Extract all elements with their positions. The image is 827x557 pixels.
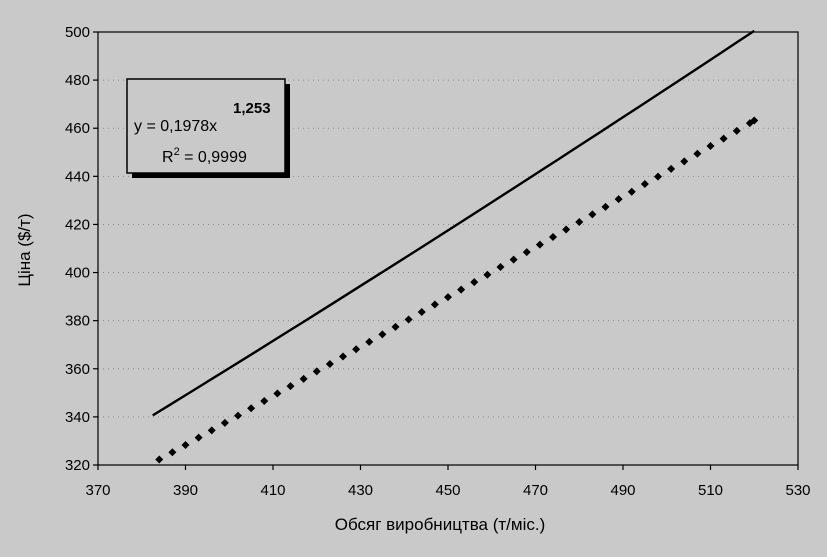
x-tick-label: 430 <box>348 482 373 499</box>
data-point <box>732 126 741 135</box>
data-point <box>339 352 347 361</box>
data-point <box>627 187 636 196</box>
data-point <box>365 337 374 346</box>
y-tick-label: 380 <box>65 313 90 330</box>
data-point <box>693 149 702 158</box>
grid <box>98 79 798 418</box>
data-point <box>207 426 216 435</box>
data-point <box>444 293 452 302</box>
data-point <box>575 218 584 227</box>
data-point <box>273 389 282 398</box>
data-point <box>325 359 334 368</box>
data-point <box>483 270 492 279</box>
equation-exponent: 1,253 <box>233 100 271 117</box>
x-tick-label: 490 <box>610 482 635 499</box>
data-point <box>404 315 413 324</box>
data-point <box>286 382 295 391</box>
data-point <box>299 374 308 383</box>
data-point <box>417 308 426 317</box>
data-point <box>378 330 387 339</box>
data-point <box>680 157 689 166</box>
data-point <box>457 285 466 294</box>
x-tick-label: 530 <box>785 482 810 499</box>
data-point <box>220 418 229 427</box>
data-point <box>234 411 242 420</box>
x-axis-label: Обсяг виробництва (т/міс.) <box>335 515 546 534</box>
equation-box: y = 0,1978x 1,253 R2 = 0,9999 <box>126 78 290 178</box>
equation-box-frame <box>126 78 286 174</box>
data-point <box>247 404 256 413</box>
data-point <box>654 172 662 181</box>
y-tick-label: 420 <box>65 216 90 233</box>
data-point <box>750 116 759 125</box>
data-point <box>181 441 190 450</box>
y-axis: 320 340 360 380 400 420 440 460 480 500 <box>65 24 98 474</box>
trend-line <box>152 29 755 417</box>
r-squared-r: R <box>162 149 174 166</box>
y-tick-label: 500 <box>65 24 90 41</box>
x-tick-label: 510 <box>698 482 723 499</box>
y-tick-label: 360 <box>65 361 90 378</box>
data-point <box>391 322 400 331</box>
data-point <box>312 367 321 376</box>
r-squared-value: = 0,9999 <box>180 149 247 166</box>
data-point <box>194 433 203 442</box>
y-axis-label: Ціна ($/т) <box>15 213 34 286</box>
x-tick-label: 450 <box>435 482 460 499</box>
data-markers <box>155 116 759 464</box>
r-squared-sup: 2 <box>174 146 180 158</box>
r-squared-text: R2 = 0,9999 <box>162 146 247 166</box>
data-point <box>614 195 623 204</box>
y-tick-label: 460 <box>65 120 90 137</box>
data-point <box>535 240 544 249</box>
data-point <box>260 397 269 406</box>
y-tick-label: 340 <box>65 409 90 426</box>
y-tick-label: 320 <box>65 457 90 474</box>
data-point <box>706 142 715 151</box>
data-point <box>509 255 518 264</box>
data-point <box>155 455 164 464</box>
data-point <box>549 232 557 241</box>
equation-text: y = 0,1978x <box>134 118 217 135</box>
data-point <box>470 278 479 287</box>
data-point <box>168 448 177 457</box>
data-point <box>430 300 439 309</box>
data-point <box>588 210 597 219</box>
data-point <box>719 134 728 143</box>
x-axis: 370 390 410 430 450 470 490 510 530 <box>85 465 811 499</box>
x-tick-label: 470 <box>523 482 548 499</box>
data-point <box>601 202 610 211</box>
y-tick-label: 400 <box>65 265 90 282</box>
x-tick-label: 370 <box>85 482 110 499</box>
data-point <box>667 164 676 173</box>
x-tick-label: 390 <box>173 482 198 499</box>
x-tick-label: 410 <box>260 482 285 499</box>
data-point <box>496 263 505 272</box>
data-point <box>522 248 531 257</box>
data-point <box>562 225 571 234</box>
data-point <box>352 345 361 354</box>
data-point <box>640 180 649 189</box>
y-tick-label: 440 <box>65 168 90 185</box>
y-tick-label: 480 <box>65 72 90 89</box>
